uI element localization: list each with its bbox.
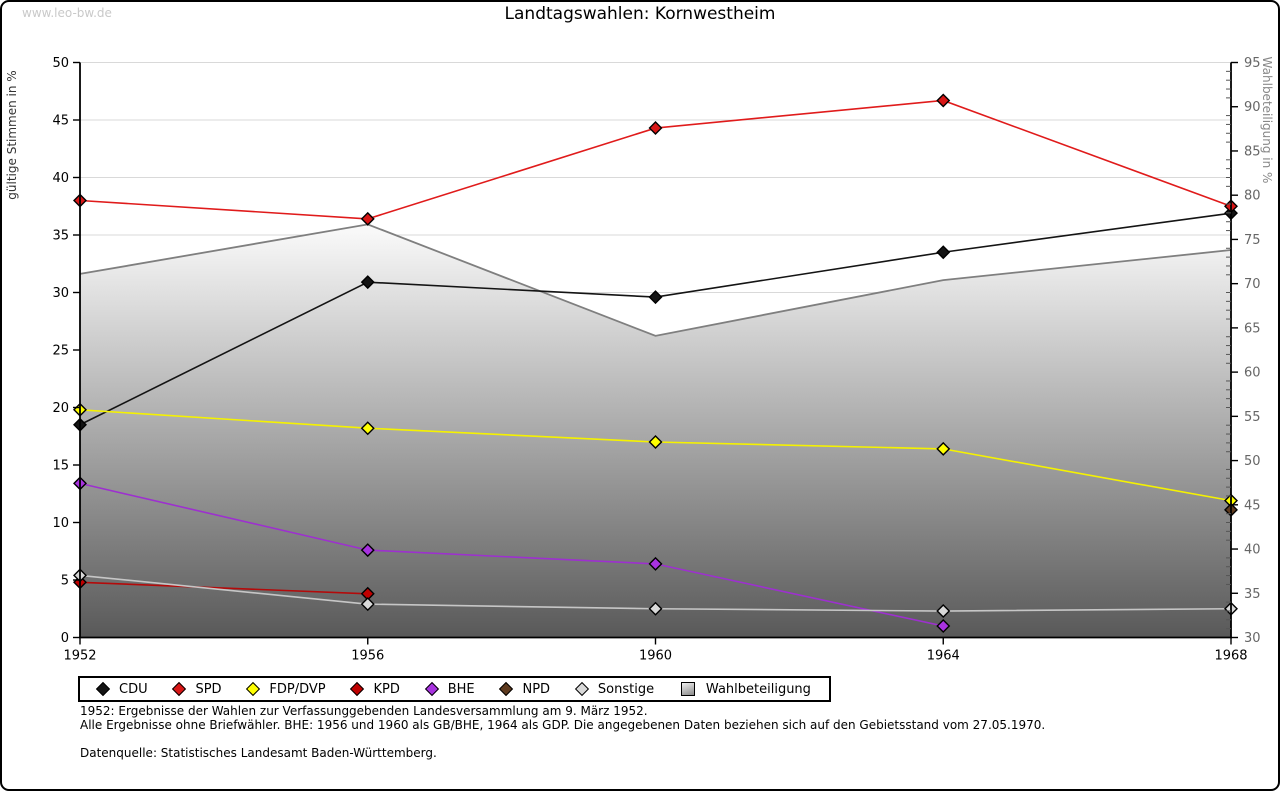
right-axis-tick-label: 95 [1244,56,1261,71]
legend-diamond-marker-icon [424,681,439,697]
legend-label: KPD [373,681,400,697]
left-axis-tick-label: 50 [52,56,69,71]
right-axis-tick-label: 45 [1244,498,1261,513]
x-axis-tick-label: 1960 [639,649,672,664]
data-point-sonstige [648,601,663,616]
right-axis-tick-label: 30 [1244,631,1261,646]
data-point-cdu [360,275,375,290]
right-axis-tick-label: 75 [1244,233,1261,248]
data-point-sonstige [936,604,951,619]
area-wahlbeteiligung [79,223,1232,638]
left-axis-tick-label: 30 [52,286,69,301]
series-spd [73,93,1238,226]
legend-diamond-marker-icon [350,681,365,697]
legend-square-marker-icon [680,682,695,696]
series-cdu [73,206,1238,432]
left-axis-tick-label: 35 [52,229,69,244]
legend-label: CDU [119,681,148,697]
legend-label: FDP/DVP [269,681,326,697]
data-point-bhe [936,619,951,633]
right-axis-tick-label: 85 [1244,144,1261,159]
legend-label: NPD [522,681,551,697]
legend-item-npd: NPD [499,681,551,697]
x-axis-tick-label: 1956 [351,649,384,664]
legend-diamond-marker-icon [172,681,187,697]
left-axis-tick-label: 5 [61,574,69,589]
right-axis-tick-label: 90 [1244,100,1261,115]
left-axis-tick-label: 10 [52,516,69,531]
right-axis-tick-label: 40 [1244,543,1261,558]
axis-labels: 0 5 10 15 20 25 30 35 40 45 50 30 35 40 45 50 55 60 65 70 75… [5,56,1274,664]
right-axis-tick-label: 50 [1244,454,1261,469]
data-point-spd [360,211,375,226]
legend-diamond-marker-icon [574,681,589,697]
x-axis-tick-label: 1964 [927,649,960,664]
legend-diamond-marker-icon [95,681,111,697]
axes [73,61,1238,645]
data-point-cdu [936,245,951,260]
note-line-2: Alle Ergebnisse ohne Briefwähler. BHE: 1… [80,717,1046,732]
source-line: Datenquelle: Statistisches Landesamt Bad… [80,746,437,760]
right-axis-tick-label: 55 [1244,410,1261,425]
left-axis-tick-label: 25 [52,344,69,359]
data-point-cdu [648,290,663,305]
data-point-spd [648,121,663,136]
data-point-fdpdvp [360,421,375,436]
watermark: www.leo-bw.de [22,6,112,20]
legend-item-bhe: BHE [424,681,475,697]
legend: CDU SPD FDP/DVP KPD BHE NPD Sonstige Wahlbeteil… [78,676,831,702]
note-line-1: 1952: Ergebnisse der Wahlen zur Verfassu… [80,704,648,718]
right-axis-tick-label: 70 [1244,277,1261,292]
right-axis-tick-label: 80 [1244,189,1261,204]
right-axis-tick-label: 60 [1244,366,1261,381]
left-axis-tick-label: 15 [52,459,69,474]
legend-item-fdpdvp: FDP/DVP [246,681,326,697]
legend-item-cdu: CDU [95,681,148,697]
footnotes: 1952: Ergebnisse der Wahlen zur Verfassu… [80,704,1046,761]
legend-item-kpd: KPD [350,681,400,697]
legend-item-spd: SPD [172,681,222,697]
series-sonstige [73,568,1238,619]
data-point-sonstige [360,597,375,612]
right-axis-tick-label: 35 [1244,587,1261,602]
legend-label: SPD [195,681,222,697]
legend-item-sonstige: Sonstige [574,681,655,697]
x-axis-tick-label: 1968 [1214,649,1247,664]
chart: 0 5 10 15 20 25 30 35 40 45 50 30 35 40 45 50 55 60 65 70 75… [5,56,1274,664]
x-axis-tick-label: 1952 [63,649,96,664]
data-point-bhe [648,556,663,571]
right-axis-title: Wahlbeteiligung in % [1260,57,1274,184]
series-bhe [73,476,951,633]
legend-item-wahlbeteiligung: Wahlbeteiligung [680,681,811,697]
legend-label: BHE [447,681,475,697]
legend-diamond-marker-icon [499,681,514,697]
left-axis-tick-label: 20 [52,401,69,416]
left-axis-tick-label: 40 [52,171,69,186]
data-point-fdpdvp [648,435,663,449]
legend-label: Sonstige [597,681,655,697]
right-axis-tick-label: 65 [1244,321,1261,336]
page-title: Landtagswahlen: Kornwestheim [504,4,776,24]
left-axis-tick-label: 45 [52,114,69,129]
legend-diamond-marker-icon [246,681,261,697]
left-axis-title: gültige Stimmen in % [5,70,19,199]
left-axis-tick-label: 0 [61,631,69,646]
data-point-spd [936,93,951,108]
legend-label: Wahlbeteiligung [705,681,811,697]
data-point-bhe [360,543,375,558]
data-point-fdpdvp [936,441,951,456]
